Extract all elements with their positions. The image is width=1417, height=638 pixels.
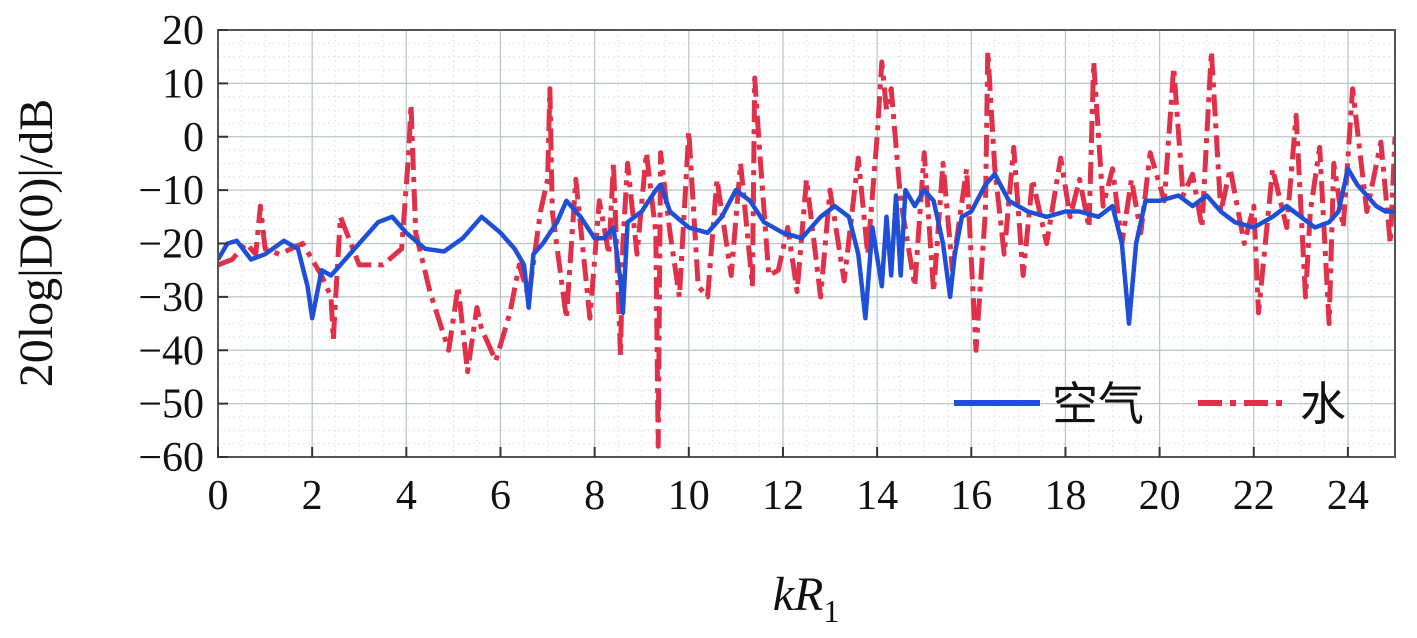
legend-air-label: 空气 <box>1052 377 1144 431</box>
y-tick-label: 20 <box>162 8 204 54</box>
x-tick-label: 0 <box>208 473 229 519</box>
x-tick-label: 20 <box>1139 473 1181 519</box>
x-axis-title: kR1 <box>773 568 840 629</box>
legend: 空气 水 <box>954 377 1346 431</box>
x-tick-label: 6 <box>490 473 511 519</box>
x-tick-label: 18 <box>1044 473 1086 519</box>
x-tick-label: 24 <box>1327 473 1369 519</box>
x-tick-label: 4 <box>396 473 417 519</box>
legend-water-label: 水 <box>1300 377 1346 431</box>
tick-labels: 0 2 4 6 8 10 12 14 16 18 20 22 2420100−10−20−30−40−5… <box>138 8 1369 519</box>
axis-ticks <box>217 29 1349 458</box>
y-tick-label: −60 <box>138 435 204 481</box>
x-tick-label: 22 <box>1233 473 1275 519</box>
y-axis-title: 20log|D(0)|/dB <box>10 99 63 388</box>
y-tick-label: −30 <box>138 275 204 321</box>
y-tick-label: −20 <box>138 222 204 268</box>
x-tick-label: 10 <box>668 473 710 519</box>
series-group <box>218 48 1395 449</box>
x-tick-label: 8 <box>584 473 605 519</box>
y-tick-label: 10 <box>162 61 204 107</box>
y-tick-label: 0 <box>183 115 204 161</box>
x-tick-label: 16 <box>950 473 992 519</box>
y-tick-label: −50 <box>138 382 204 428</box>
series-air-line <box>218 166 1395 326</box>
x-tick-label: 14 <box>856 473 898 519</box>
y-tick-label: −10 <box>138 168 204 214</box>
y-tick-label: −40 <box>138 328 204 374</box>
x-tick-label: 12 <box>762 473 804 519</box>
x-tick-label: 2 <box>302 473 323 519</box>
